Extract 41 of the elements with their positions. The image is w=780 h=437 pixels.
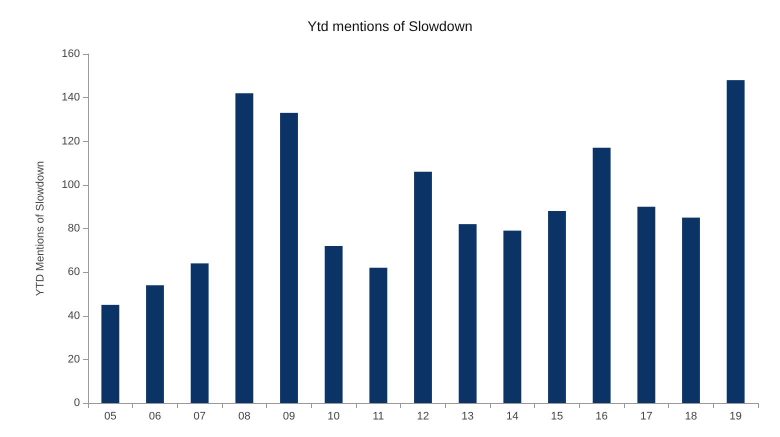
bar xyxy=(726,80,745,403)
bar xyxy=(369,268,388,403)
bar xyxy=(101,304,120,403)
y-tick-label: 160 xyxy=(62,48,80,60)
bar xyxy=(280,112,298,403)
bar xyxy=(682,218,700,403)
bar xyxy=(592,148,611,403)
bar xyxy=(190,263,209,403)
x-tick-label: 14 xyxy=(506,410,518,422)
bar xyxy=(146,285,164,403)
y-tick-label: 80 xyxy=(68,222,80,234)
x-tick-label: 16 xyxy=(596,410,608,422)
chart-title: Ytd mentions of Slowdown xyxy=(308,18,472,34)
bar xyxy=(235,93,254,403)
bar xyxy=(637,206,656,403)
bar xyxy=(324,246,343,403)
y-tick-label: 40 xyxy=(68,310,80,322)
x-tick-label: 18 xyxy=(684,410,698,422)
y-tick-label: 0 xyxy=(74,397,80,409)
bar xyxy=(458,224,477,403)
x-tick-label: 08 xyxy=(238,410,250,422)
bar xyxy=(503,230,522,403)
bar xyxy=(414,172,432,403)
x-tick-label: 11 xyxy=(372,410,384,422)
x-tick-label: 15 xyxy=(550,410,564,422)
x-tick-label: 17 xyxy=(640,410,652,422)
x-tick-label: 06 xyxy=(148,410,162,422)
x-tick-label: 19 xyxy=(730,410,742,422)
x-tick-label: 07 xyxy=(194,410,206,422)
y-tick-label: 100 xyxy=(62,178,80,191)
x-tick-label: 05 xyxy=(104,410,116,422)
y-tick-label: 140 xyxy=(62,92,80,104)
x-tick-label: 12 xyxy=(416,410,430,422)
y-tick-label: 20 xyxy=(68,353,80,366)
y-tick-label: 120 xyxy=(62,135,80,148)
y-axis-title: YTD Mentions of Slowdown xyxy=(34,160,46,296)
bar xyxy=(548,211,566,403)
x-tick-label: 09 xyxy=(282,410,296,422)
x-tick-label: 13 xyxy=(462,410,474,422)
y-tick-label: 60 xyxy=(68,266,80,278)
x-tick-label: 10 xyxy=(328,410,340,422)
